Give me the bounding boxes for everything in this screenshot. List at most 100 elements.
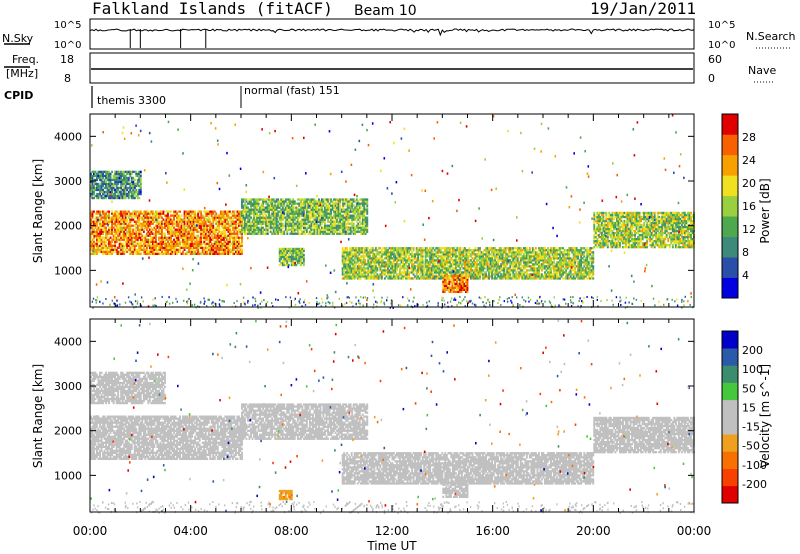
echo-cell [191,220,194,223]
echo-cell [501,253,504,256]
echo-cell [126,238,129,241]
echo-cell [129,240,132,244]
echo-cell [176,248,179,252]
echo-cell [247,216,249,219]
echo-cell [171,228,174,231]
echo-cell [215,216,218,219]
echo-cell [111,188,114,192]
echo-cell [177,250,180,254]
echo-cell [162,212,165,215]
echo-cell [218,252,221,256]
echo-cell [132,234,135,237]
echo-cell [139,176,142,180]
echo-cell [112,194,115,198]
echo-cell [414,267,417,270]
echo-cell [90,180,92,184]
echo-cell [129,248,132,252]
echo-cell [120,224,123,227]
echo-cell [141,240,144,244]
echo-cell [109,246,112,250]
echo-cell [170,252,172,256]
echo-cell [222,244,225,248]
echo-cell [132,218,135,221]
echo-cell [120,186,123,190]
echo-cell [173,232,176,235]
echo-cell [245,200,248,203]
echo-cell [123,212,126,215]
echo-cell [201,236,204,239]
echo-cell [118,234,121,237]
echo-cell [412,273,415,276]
echo-cell [280,257,283,261]
echo-cell [358,218,361,221]
echo-cell [138,178,141,182]
echo-cell [245,206,248,209]
echo-cell [228,232,231,235]
echo-cell [90,216,92,219]
echo-cell [123,244,126,248]
echo-cell [231,242,234,246]
echo-cell [130,194,133,198]
echo-cell [250,198,253,201]
echo-cell [102,244,105,248]
echo-cell [206,242,209,246]
echo-cell [91,222,94,225]
echo-cell [201,230,204,233]
echo-cell [293,230,296,233]
echo-cell [491,271,494,274]
echo-cell [408,275,411,278]
echo-cell [238,222,240,225]
echo-cell [189,214,192,217]
echo-cell [99,250,102,254]
echo-cell [129,172,132,176]
echo-cell [170,242,172,246]
echo-cell [173,238,176,241]
echo-cell [96,172,98,176]
echo-cell [120,244,123,248]
echo-cell [421,251,424,254]
echo-cell [102,174,105,178]
echo-cell [245,224,248,227]
echo-cell [102,188,105,192]
echo-cell [432,251,435,254]
echo-cell [114,170,117,174]
echo-cell [185,242,188,246]
echo-cell [121,234,124,237]
echo-cell [241,218,243,221]
echo-cell [97,246,100,250]
echo-cell [114,192,117,196]
echo-cell [142,216,145,219]
echo-cell [139,178,142,182]
echo-cell [103,218,106,221]
echo-cell [100,174,103,178]
echo-cell [124,170,127,174]
echo-cell [121,218,124,221]
echo-cell [210,252,213,256]
echo-cell [274,210,277,213]
echo-cell [118,242,121,246]
echo-cell [366,208,369,211]
echo-cell [124,236,127,239]
echo-cell [168,242,171,246]
echo-cell [180,230,183,233]
echo-cell [366,228,369,231]
echo-cell [168,230,171,233]
echo-cell [259,232,262,235]
echo-cell [341,271,344,274]
echo-cell [492,253,495,256]
echo-cell [108,252,111,256]
echo-cell [186,242,189,246]
echo-cell [174,210,177,213]
echo-cell [241,238,243,241]
echo-cell [111,246,114,250]
echo-cell [230,236,233,239]
echo-cell [180,240,183,244]
echo-cell [206,238,209,241]
echo-cell [105,228,108,231]
echo-cell [123,186,126,190]
echo-cell [162,232,165,235]
echo-cell [286,232,289,235]
echo-cell [182,218,185,221]
echo-cell [349,265,352,268]
